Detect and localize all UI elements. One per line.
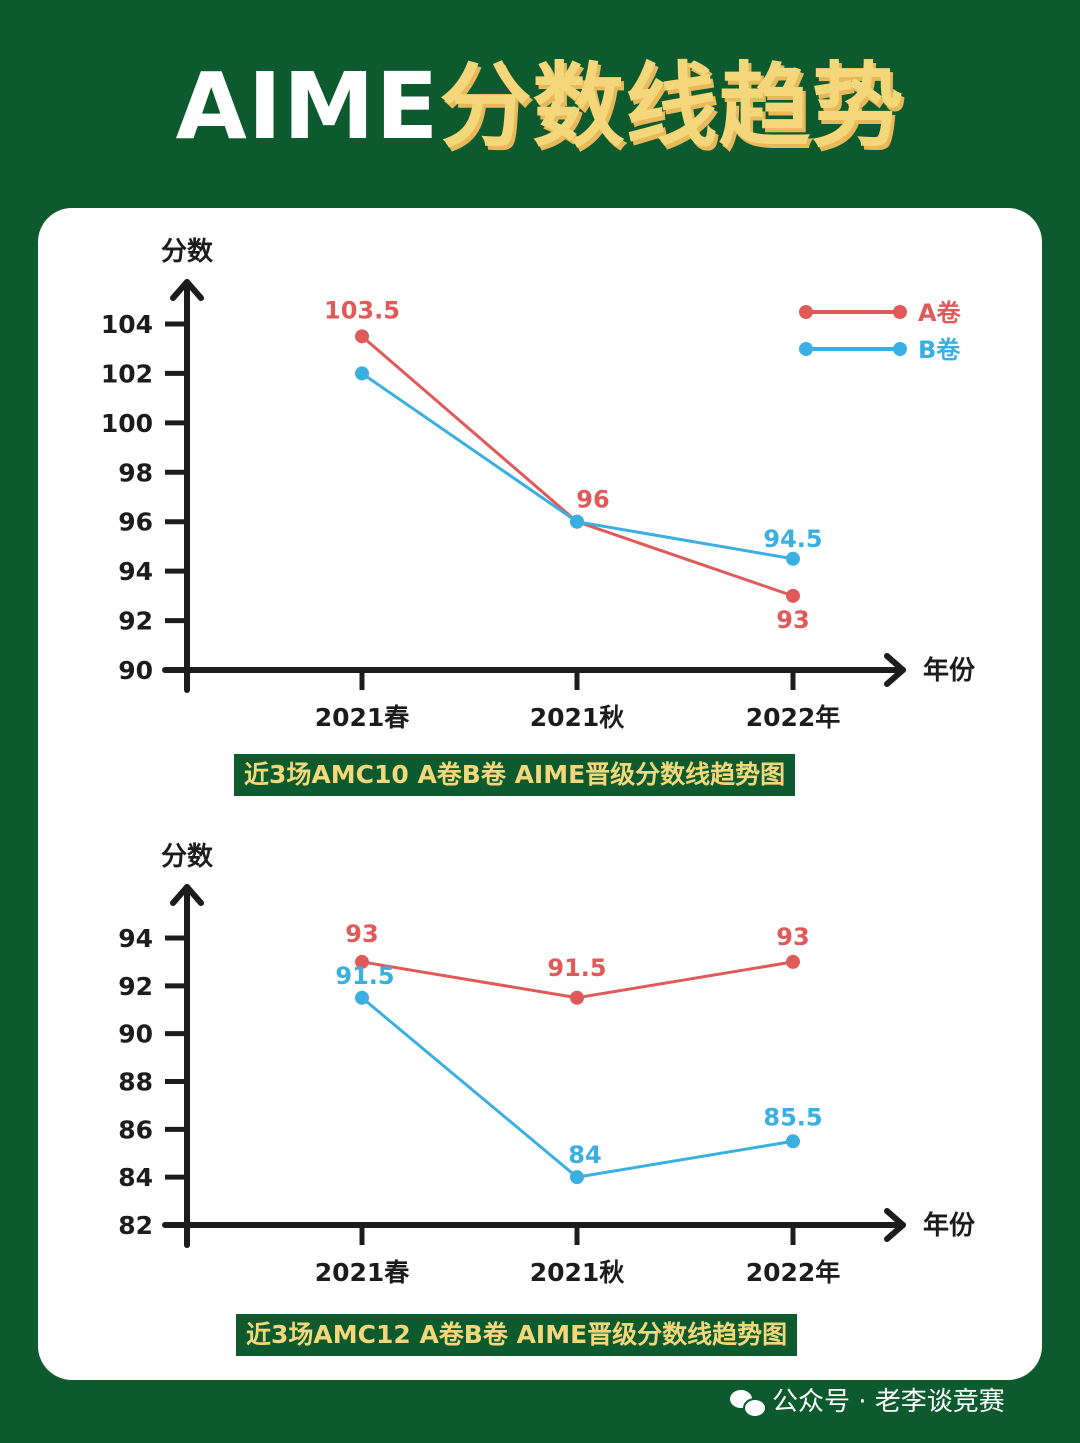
data-point-b [786,1134,800,1149]
y-tick-label: 82 [118,1211,153,1240]
y-tick-label: 96 [118,508,153,537]
x-tick-label: 2022年 [746,703,841,732]
data-point-b [570,514,584,529]
data-point-b [355,366,369,381]
title-aime: AIME [175,53,440,160]
data-label-b: 94.5 [763,525,822,553]
data-label-a: 103.5 [324,296,400,324]
page-title: AIME分数线趋势 [0,52,1080,162]
title-trend: 分数线趋势 [439,53,905,160]
wechat-icon [730,1389,767,1418]
x-axis-arrow [884,653,906,687]
legend-marker [893,342,907,356]
data-point-a [355,954,369,969]
data-point-b [570,1170,584,1185]
amc12-chart-caption: 近3场AMC12 A卷B卷 AIME晋级分数线趋势图 [236,1314,798,1356]
legend-label: A卷 [918,299,962,327]
x-axis-label: 年份 [923,655,975,686]
x-tick-label: 2022年 [746,1258,841,1287]
data-label-a: 93 [776,923,809,951]
data-label-b: 84 [568,1141,601,1169]
data-point-a [786,954,800,969]
legend-marker [893,305,907,319]
y-tick-label: 100 [101,409,153,438]
y-tick-label: 90 [118,656,153,685]
y-tick-label: 84 [118,1163,153,1192]
x-axis-label: 年份 [923,1210,975,1241]
data-point-a [355,329,369,344]
legend-marker [799,342,813,356]
x-tick-label: 2021秋 [530,703,626,732]
x-tick-label: 2021春 [315,703,410,732]
y-axis-label: 分数 [161,237,214,267]
y-tick-label: 88 [118,1068,153,1097]
data-label-a: 93 [776,606,809,634]
watermark: 公众号 · 老李谈竞赛 [730,1384,1005,1420]
data-label-a: 93 [345,920,378,948]
data-label-b: 91.5 [335,962,394,990]
data-label-a: 91.5 [547,954,606,982]
data-point-a [786,588,800,603]
y-tick-label: 102 [101,359,153,388]
y-axis-arrow [170,279,204,301]
y-tick-label: 92 [118,607,153,636]
y-axis-arrow [170,884,204,906]
legend-label: B卷 [918,336,961,364]
x-tick-label: 2021春 [315,1258,410,1287]
y-tick-label: 94 [118,924,153,953]
legend-marker [799,305,813,319]
x-tick-label: 2021秋 [530,1258,626,1287]
data-point-b [786,551,800,566]
y-tick-label: 92 [118,972,153,1001]
y-tick-label: 90 [118,1020,153,1049]
y-tick-label: 94 [118,557,153,586]
y-tick-label: 86 [118,1115,153,1144]
series-line-b [361,372,794,561]
watermark-text: 公众号 · 老李谈竞赛 [772,1387,1005,1417]
x-axis-arrow [884,1208,906,1242]
data-label-b: 85.5 [763,1103,822,1131]
data-point-a [570,990,584,1005]
data-point-b [355,990,369,1005]
y-tick-label: 104 [101,310,153,339]
series-line-a [361,335,794,598]
data-label-a: 96 [576,486,609,514]
amc10-chart-caption: 近3场AMC10 A卷B卷 AIME晋级分数线趋势图 [234,754,796,796]
y-axis-label: 分数 [161,842,214,872]
y-tick-label: 98 [118,458,153,487]
